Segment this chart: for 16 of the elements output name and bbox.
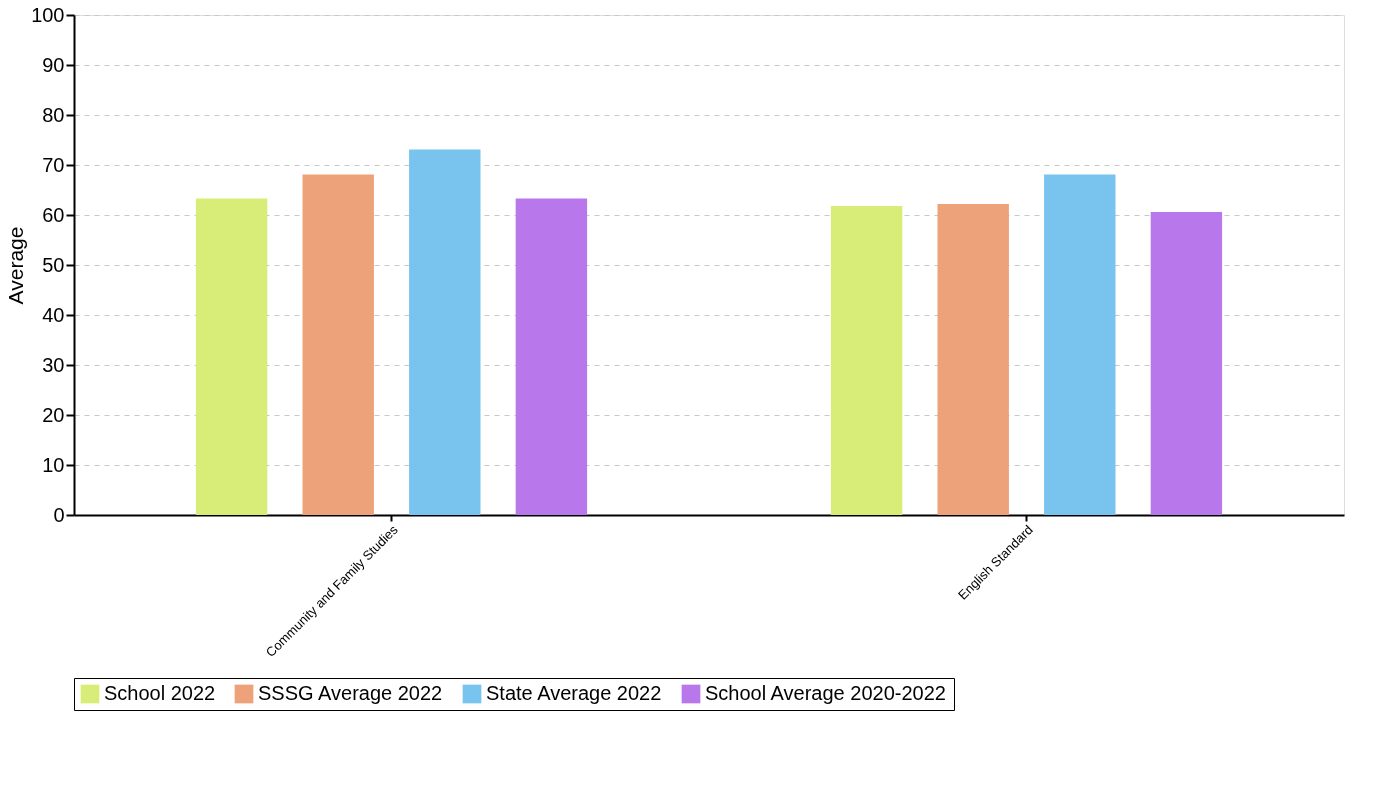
- y-tick-label: 80: [42, 103, 65, 126]
- y-tick-label: 0: [53, 503, 65, 526]
- y-tick-label: 40: [42, 303, 65, 326]
- y-tick-label: 20: [42, 403, 65, 426]
- y-tick-label: 70: [42, 153, 65, 176]
- y-tick-label: 60: [42, 203, 65, 226]
- y-tick-label: 90: [42, 53, 65, 76]
- legend-label: School Average 2020-2022: [705, 682, 946, 704]
- y-tick-label: 10: [42, 453, 65, 476]
- y-tick-label: 50: [42, 253, 65, 276]
- legend-label: SSSG Average 2022: [258, 682, 443, 704]
- y-tick-label: 30: [42, 353, 65, 376]
- y-tick-label: 100: [31, 3, 65, 26]
- legend-label: School 2022: [104, 682, 216, 704]
- legend-label: State Average 2022: [486, 682, 662, 704]
- y-axis-title: Average: [4, 226, 28, 305]
